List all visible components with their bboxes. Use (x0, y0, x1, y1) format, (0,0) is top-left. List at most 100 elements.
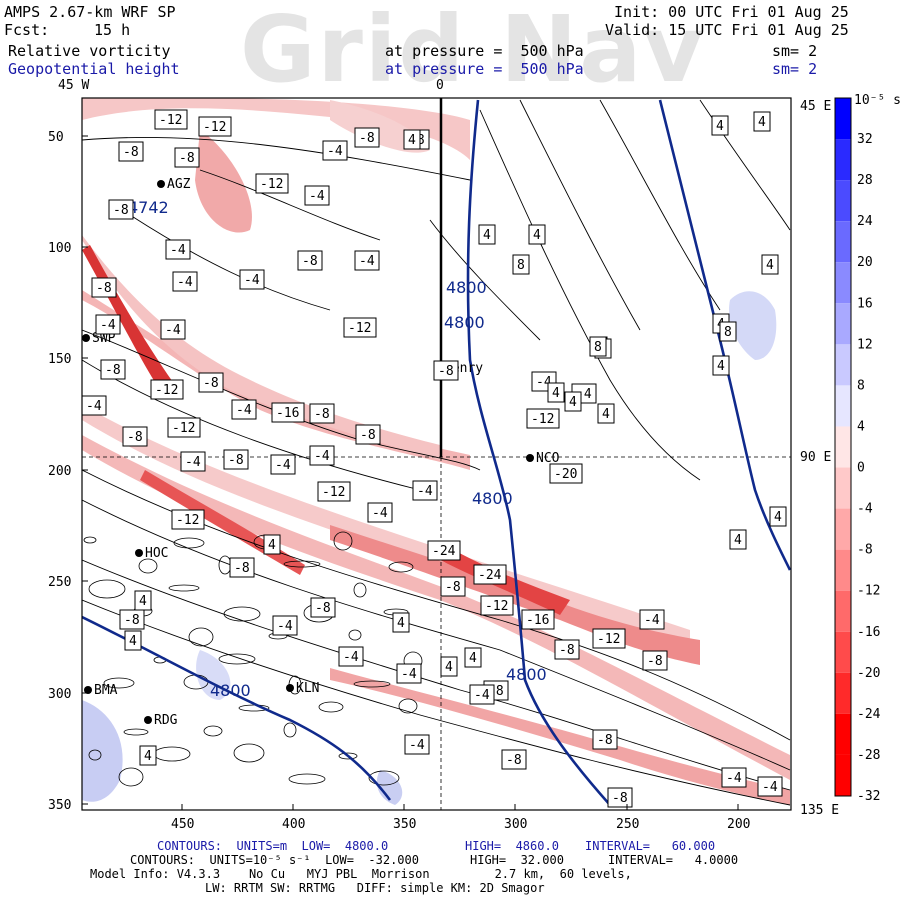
vorticity-label-text: 4 (469, 651, 477, 666)
vorticity-contour (168, 584, 200, 592)
vorticity-label-box (712, 355, 730, 376)
vorticity-label: 8 (512, 254, 530, 275)
station-label: NCO (536, 451, 560, 466)
vorticity-contour (519, 99, 641, 331)
vorticity-label-text: -8 (597, 733, 613, 748)
vorticity-label-text: -8 (647, 654, 663, 669)
vorticity-label-text: 4 (716, 119, 724, 134)
vorticity-label: -8 (642, 650, 668, 671)
vorticity-label-box (304, 185, 330, 206)
x-tick-label: 350 (393, 817, 416, 832)
init-time: Init: 00 UTC Fri 01 Aug 25 (614, 3, 849, 21)
vorticity-label-text: -16 (276, 406, 299, 421)
vorticity-contour (218, 653, 256, 665)
vorticity-label: -4 (412, 480, 438, 501)
colorbar-tick-label: 16 (857, 296, 873, 311)
vorticity-contour (83, 536, 97, 544)
footer-vort-interval: INTERVAL= 4.0000 (608, 853, 739, 867)
vorticity-label-box (554, 639, 580, 660)
vorticity-label-box (223, 449, 249, 470)
vorticity-label-box (642, 650, 668, 671)
vorticity-label-text: -4 (100, 318, 116, 333)
valid-time: Valid: 15 UTC Fri 01 Aug 25 (605, 21, 849, 39)
field2-smoothing: sm= 2 (772, 60, 818, 78)
vorticity-contour (233, 743, 265, 763)
y-tick-label: 200 (48, 464, 71, 479)
vorticity-label-box (82, 395, 107, 416)
footer-height-high: HIGH= 4860.0 (465, 839, 559, 853)
vorticity-contour (82, 499, 791, 771)
vorticity-label-text: 8 (594, 340, 602, 355)
y-tick-label: 50 (48, 130, 64, 145)
y-tick-label: 150 (48, 352, 71, 367)
station-label: AGZ (167, 177, 191, 192)
vorticity-label-box (403, 129, 421, 150)
vorticity-label-text: 4 (717, 359, 725, 374)
colorbar-tick-label: -4 (857, 502, 873, 517)
vorticity-shading (729, 291, 777, 360)
field2-name: Geopotential height (8, 60, 180, 78)
vorticity-contour (103, 677, 135, 689)
vorticity-label-text: -8 (302, 254, 318, 269)
vorticity-label-text: 4 (397, 616, 405, 631)
vorticity-label-box (761, 254, 779, 275)
vorticity-contour (173, 537, 205, 549)
colorbar-segment (835, 631, 851, 673)
vorticity-label-box (769, 506, 787, 527)
vorticity-label-text: -8 (127, 430, 143, 445)
colorbar-segment (835, 672, 851, 714)
vorticity-label: -12 (154, 109, 188, 130)
vorticity-contour (129, 214, 331, 311)
vorticity-label-text: -4 (277, 619, 293, 634)
vorticity-label: -8 (118, 141, 144, 162)
vorticity-label-text: 8 (517, 258, 525, 273)
vorticity-label: -4 (404, 734, 430, 755)
vorticity-contour (123, 728, 149, 736)
vorticity-label: -12 (150, 379, 184, 400)
vorticity-label: 4 (753, 111, 771, 132)
vorticity-label-box (501, 749, 527, 770)
vorticity-contour (82, 559, 791, 791)
vorticity-contour (348, 629, 362, 641)
model-title: AMPS 2.67-km WRF SP (4, 3, 176, 21)
station-marker (286, 684, 294, 692)
vorticity-label-text: 4 (268, 538, 276, 553)
vorticity-label: -4 (304, 185, 330, 206)
vorticity-label-text: -8 (314, 407, 330, 422)
vorticity-label-text: -8 (438, 364, 454, 379)
vorticity-label: -4 (180, 451, 206, 472)
vorticity-label: -8 (223, 449, 249, 470)
vorticity-label-text: -8 (203, 376, 219, 391)
vorticity-label-text: -8 (359, 131, 375, 146)
field1-smoothing: sm= 2 (772, 42, 818, 60)
vorticity-contour (203, 725, 223, 737)
vorticity-label-box (172, 271, 198, 292)
vorticity-shading (195, 130, 252, 233)
vorticity-label-text: 4 (766, 258, 774, 273)
colorbar-segment (835, 262, 851, 304)
vorticity-label-box (165, 239, 191, 260)
vorticity-label: -8 (100, 359, 126, 380)
vorticity-label-box (171, 509, 205, 530)
vorticity-label-box (757, 776, 783, 797)
vorticity-label-box (139, 745, 157, 766)
vorticity-contour (88, 749, 102, 761)
station-label: HOC (145, 546, 168, 561)
vorticity-contour (283, 560, 321, 568)
height-contour-label: 4800 (446, 278, 487, 297)
vorticity-label-box (404, 734, 430, 755)
vorticity-label-text: 4 (758, 115, 766, 130)
vorticity-label-box (167, 417, 201, 438)
vorticity-contour (353, 680, 391, 688)
vorticity-label: -8 (355, 424, 381, 445)
vorticity-label-box (180, 451, 206, 472)
station-marker (135, 549, 143, 557)
vorticity-label-text: -12 (531, 412, 554, 427)
vorticity-label-text: 4 (408, 133, 416, 148)
vorticity-label: -8 (119, 609, 145, 630)
vorticity-label-text: -8 (506, 753, 522, 768)
top-longitude-label: 45 W (58, 78, 89, 93)
colorbar-segment (835, 344, 851, 386)
vorticity-label: -4 (270, 454, 296, 475)
